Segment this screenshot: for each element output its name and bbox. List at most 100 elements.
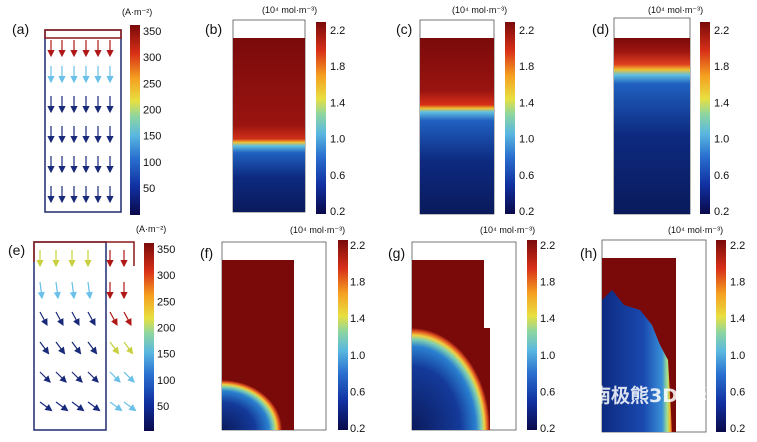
concentration-field	[420, 38, 494, 214]
panel-e-label: (e)	[8, 242, 25, 258]
concentration-ticks: 2.2 1.8 1.4 1.0 0.6 0.2	[330, 25, 345, 218]
tick-label: 300	[157, 270, 175, 282]
electrode-outline	[33, 241, 135, 266]
panel-d: (d) (10⁴ mol·m⁻³) 2.2 1.8 1.4 1.0 0.6 0.2	[592, 5, 729, 218]
current-arrow	[87, 371, 99, 383]
concentration-colorbar	[316, 22, 326, 214]
concentration-field	[614, 38, 690, 214]
tick-label: 1.0	[730, 350, 745, 362]
concentration-unit: (10⁴ mol·m⁻³)	[648, 5, 703, 15]
current-arrow	[55, 371, 67, 383]
tick-label: 0.6	[519, 170, 534, 182]
tick-label: 0.2	[350, 423, 365, 435]
panel-f: (f) (10⁴ mol·m⁻³) 2.2 1.8 1.4 1.0 0.6 0.2	[200, 225, 365, 435]
tick-label: 2.2	[330, 25, 345, 37]
current-arrow	[53, 281, 61, 300]
tick-label: 1.0	[540, 350, 555, 362]
tick-label: 1.8	[714, 61, 729, 73]
current-density-colorbar	[144, 243, 154, 431]
tick-label: 1.4	[540, 313, 555, 325]
current-arrow	[87, 311, 96, 327]
current-arrow	[71, 311, 80, 327]
current-density-colorbar	[130, 25, 140, 215]
panel-e: (e) (A·m⁻²) 350 300 250 200 150 100 50	[8, 224, 175, 431]
tick-label: 1.0	[714, 134, 729, 146]
tick-label: 2.2	[519, 25, 534, 37]
panel-a-label: (a)	[12, 21, 29, 37]
tick-label: 250	[143, 78, 161, 90]
current-arrow	[123, 371, 135, 383]
tick-label: 0.2	[714, 206, 729, 218]
tick-label: 350	[157, 244, 175, 256]
tick-label: 0.2	[519, 206, 534, 218]
concentration-unit: (10⁴ mol·m⁻³)	[290, 225, 345, 235]
current-vector-field	[36, 250, 137, 412]
current-arrow	[109, 311, 118, 327]
concentration-colorbar	[527, 240, 537, 430]
panel-b-label: (b)	[205, 21, 222, 37]
concentration-ticks: 2.2 1.8 1.4 1.0 0.6 0.2	[730, 240, 745, 435]
current-arrow	[55, 341, 66, 355]
panel-f-label: (f)	[200, 245, 213, 261]
tick-label: 0.6	[730, 386, 745, 398]
tick-label: 1.4	[350, 313, 365, 325]
panel-c: (c) (10⁴ mol·m⁻³) 2.2 1.8 1.4 1.0 0.6 0.2	[396, 5, 534, 218]
tick-label: 0.6	[540, 386, 555, 398]
concentration-colorbar	[700, 22, 710, 214]
tick-label: 50	[143, 183, 155, 195]
current-density-ticks: 350 300 250 200 150 100 50	[143, 26, 161, 195]
concentration-ticks: 2.2 1.8 1.4 1.0 0.6 0.2	[519, 25, 534, 218]
current-density-unit: (A·m⁻²)	[122, 7, 152, 17]
tick-label: 200	[143, 105, 161, 117]
current-arrow	[109, 371, 121, 383]
current-density-unit: (A·m⁻²)	[136, 224, 166, 234]
panel-h-label: (h)	[580, 245, 597, 261]
tick-label: 1.0	[330, 134, 345, 146]
current-arrow	[39, 371, 51, 383]
current-arrow	[123, 311, 132, 327]
tick-label: 1.4	[730, 313, 745, 325]
tick-label: 300	[143, 52, 161, 64]
tick-label: 100	[157, 375, 175, 387]
tick-label: 1.8	[350, 277, 365, 289]
concentration-colorbar	[716, 240, 726, 432]
current-arrow	[87, 401, 101, 412]
tick-label: 2.2	[730, 240, 745, 252]
current-arrow	[109, 341, 120, 355]
tick-label: 350	[143, 26, 161, 38]
domain-outline	[44, 29, 122, 213]
concentration-unit: (10⁴ mol·m⁻³)	[480, 225, 535, 235]
tick-label: 0.6	[714, 170, 729, 182]
tick-label: 0.6	[350, 386, 365, 398]
concentration-colorbar	[338, 240, 348, 430]
concentration-ticks: 2.2 1.8 1.4 1.0 0.6 0.2	[714, 25, 729, 218]
tick-label: 1.8	[330, 61, 345, 73]
concentration-unit: (10⁴ mol·m⁻³)	[668, 225, 723, 235]
tick-label: 1.0	[519, 134, 534, 146]
tick-label: 0.2	[730, 423, 745, 435]
watermark-text: 南极熊3D打印	[592, 384, 716, 407]
concentration-unit: (10⁴ mol·m⁻³)	[262, 5, 317, 15]
current-arrow	[69, 281, 77, 300]
current-arrow	[123, 341, 134, 355]
depletion-region	[412, 328, 490, 430]
panel-a: (a) (A·m⁻²) 350 300 250 200 150 100 50	[12, 7, 161, 215]
panel-d-label: (d)	[592, 21, 609, 37]
tick-label: 150	[157, 349, 175, 361]
panel-c-label: (c)	[396, 21, 412, 37]
current-arrow	[55, 311, 64, 327]
current-arrow	[87, 341, 98, 355]
tick-label: 50	[157, 401, 169, 413]
tick-label: 2.2	[540, 240, 555, 252]
current-arrow	[71, 401, 85, 412]
concentration-colorbar	[505, 22, 515, 214]
tick-label: 1.8	[730, 277, 745, 289]
tick-label: 100	[143, 157, 161, 169]
depletion-region	[602, 290, 672, 432]
panel-g: (g) (10⁴ mol·m⁻³) 2.2 1.8 1.4 1.0 0.6 0.2	[388, 225, 555, 435]
tick-label: 1.8	[519, 61, 534, 73]
current-arrow	[109, 401, 123, 412]
tick-label: 150	[143, 131, 161, 143]
tick-label: 250	[157, 296, 175, 308]
